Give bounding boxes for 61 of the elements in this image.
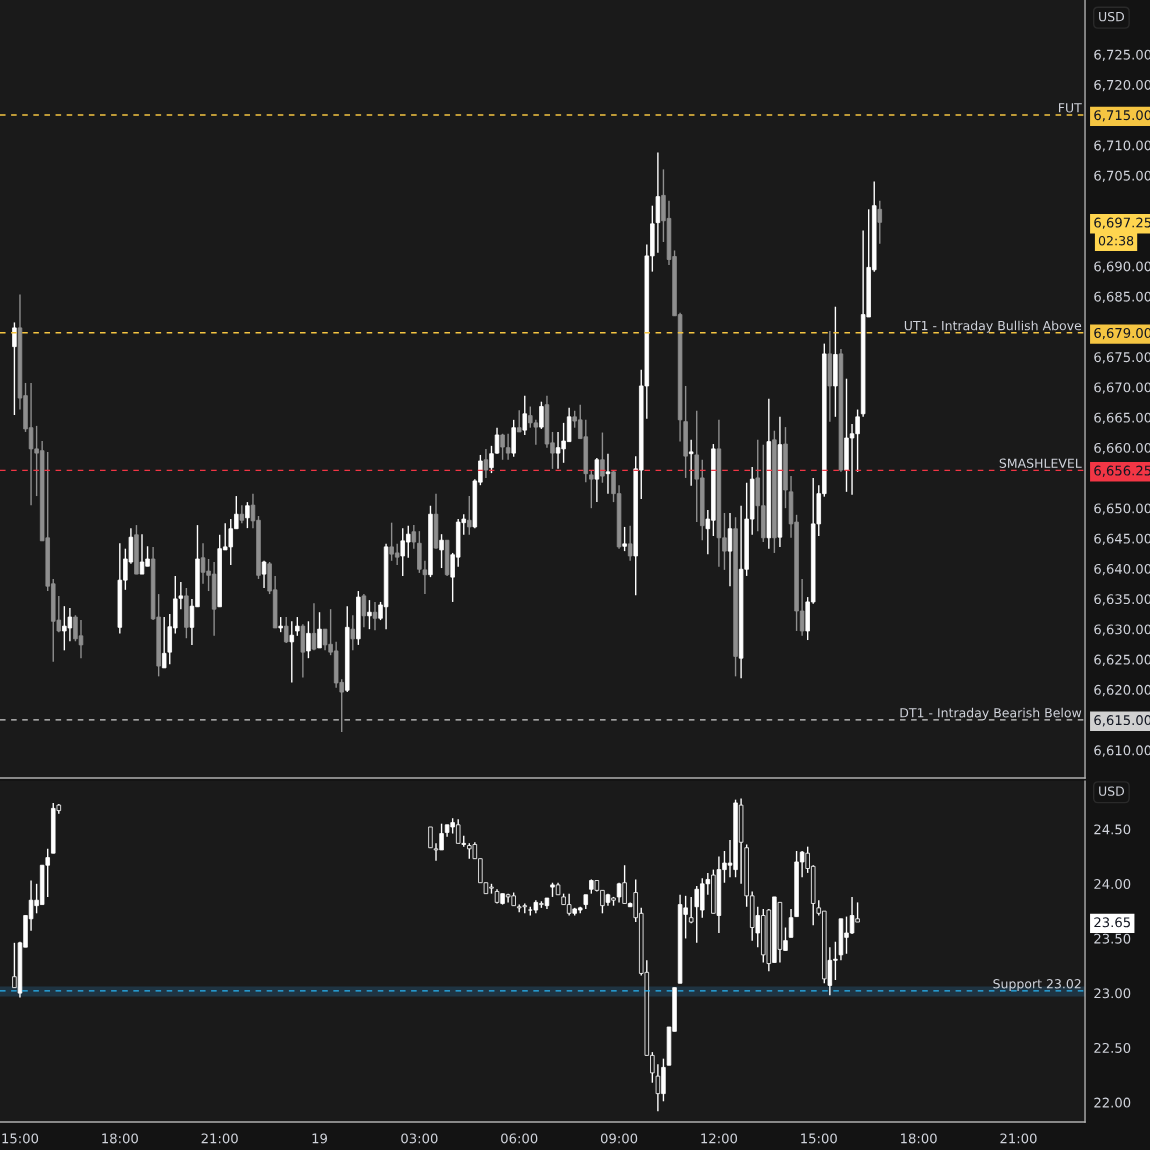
- candlestick: [245, 501, 250, 529]
- text: 02:38: [1098, 235, 1134, 246]
- x-tick-label: 06:00: [501, 1133, 538, 1144]
- candlestick: [283, 616, 289, 644]
- y-tick-label: 23.65: [1094, 917, 1130, 928]
- candlestick: [605, 453, 611, 495]
- ref-line-label: DT1 - Intraday Bearish Below: [900, 707, 1082, 720]
- x-tick-label: 15:00: [801, 1133, 837, 1144]
- y-tick-label: 24.00: [1094, 879, 1131, 890]
- candlestick: [289, 620, 295, 684]
- candlestick: [688, 896, 694, 924]
- y-tick-label: 6,697.25: [1094, 217, 1150, 229]
- ref-line-label: Support 23.02: [993, 979, 1081, 991]
- candlestick: [727, 512, 733, 587]
- candlestick: [161, 616, 167, 669]
- x-tick-label: 03:00: [401, 1133, 438, 1144]
- x-tick-label: 19: [312, 1133, 327, 1144]
- y-tick-label: 23.00: [1094, 988, 1131, 999]
- candlestick: [788, 908, 794, 939]
- x-tick-label: 18:00: [901, 1133, 937, 1144]
- text: USD: [1099, 11, 1125, 22]
- candlestick: [688, 439, 694, 487]
- candlestick: [522, 394, 528, 436]
- candlestick: [600, 431, 605, 484]
- candlestick: [877, 200, 883, 245]
- x-tick-label: 21:00: [1000, 1133, 1037, 1144]
- ref-line-label: SMASHLEVEL: [999, 458, 1082, 468]
- y-tick-label: 22.50: [1094, 1042, 1131, 1053]
- candlestick: [516, 409, 522, 433]
- y-tick-label: 6,656.25: [1094, 465, 1150, 477]
- candlestick: [317, 611, 322, 649]
- candlestick: [361, 593, 367, 629]
- candlestick: [627, 525, 633, 562]
- candlestick: [594, 457, 600, 503]
- candlestick: [439, 533, 444, 569]
- candlestick: [483, 448, 489, 479]
- ref-line-label: UT1 - Intraday Bullish Above: [904, 320, 1082, 333]
- candlestick: [261, 560, 267, 589]
- candlestick: [295, 616, 300, 637]
- x-tick-label: 15:00: [2, 1133, 39, 1144]
- candlestick: [467, 495, 472, 536]
- candlestick: [306, 620, 311, 659]
- x-tick-label: 18:00: [102, 1133, 138, 1144]
- y-tick-label: 23.50: [1094, 933, 1131, 944]
- candlestick: [539, 400, 544, 430]
- x-tick-label: 12:00: [701, 1133, 738, 1144]
- candlestick: [589, 469, 594, 509]
- candlestick: [428, 826, 433, 849]
- candlestick: [622, 526, 627, 552]
- x-tick-label: 21:00: [201, 1133, 238, 1144]
- x-tick-label: 09:00: [600, 1133, 638, 1144]
- candlestick: [350, 614, 356, 652]
- candlestick: [311, 602, 317, 652]
- candlestick: [411, 524, 417, 550]
- text: USD: [1099, 786, 1125, 796]
- candlestick: [239, 504, 245, 524]
- candlestick: [372, 601, 378, 632]
- y-tick-label: 22.00: [1094, 1097, 1131, 1108]
- y-tick-label: 24.50: [1094, 824, 1131, 835]
- candlestick: [367, 599, 372, 630]
- ref-line-label: FUT: [1059, 103, 1082, 113]
